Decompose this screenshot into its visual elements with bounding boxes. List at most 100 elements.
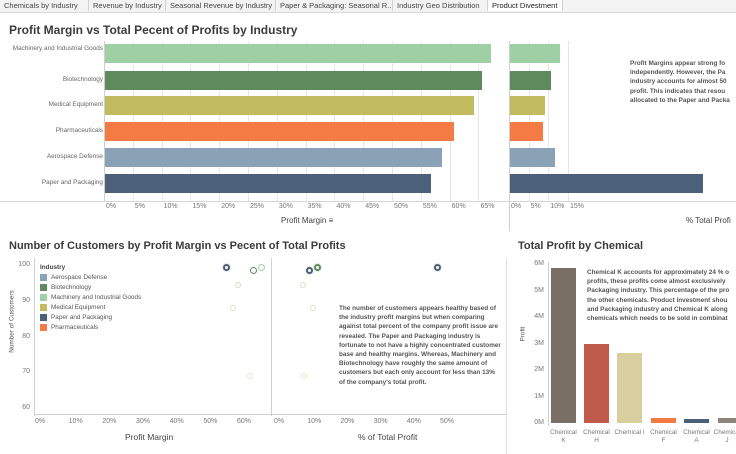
scatter-x2-tick-label: 10% (307, 418, 322, 425)
top-chart-title: Profit Margin vs Total Pecent of Profits… (9, 23, 298, 37)
chemical-bar[interactable] (584, 343, 609, 423)
chemical-bar[interactable] (684, 418, 709, 423)
chemical-bar[interactable] (651, 418, 676, 423)
margin-axis-line (104, 41, 105, 201)
scatter-x2-tick-label: 30% (373, 418, 388, 425)
category-label: Biotechnology (62, 76, 103, 83)
scatter-point[interactable] (229, 304, 236, 311)
margin-bar[interactable] (105, 122, 454, 141)
scatter-point[interactable] (235, 281, 241, 288)
tab-industry-geo-distribution[interactable]: Industry Geo Distribution (393, 0, 488, 11)
margin-bar[interactable] (105, 44, 491, 63)
chemical-y-tick-label: 5M (534, 286, 544, 294)
margin-gridline (132, 41, 134, 201)
margin-gridline (478, 41, 480, 201)
margin-gridline (392, 41, 394, 201)
margin-tick-label: 60% (451, 203, 466, 210)
scatter-y-axis-line (34, 258, 35, 416)
legend-item[interactable]: Paper and Packaging (40, 314, 112, 321)
tab-revenue-by-industry[interactable]: Revenue by Industry (89, 0, 166, 11)
legend-label: Medical Equipment (51, 304, 106, 312)
margin-tick-label: 55% (422, 203, 437, 210)
tab-seasonal-revenue[interactable]: Seasonal Revenue by Industry (166, 0, 276, 11)
top-axis-divider (0, 201, 736, 202)
legend-item[interactable]: Pharmaceuticals (40, 324, 98, 331)
chemical-bar[interactable] (718, 418, 736, 423)
margin-tick-label: 35% (307, 203, 322, 210)
scatter-x1-tick-label: 40% (169, 418, 184, 425)
total-profit-tick-label: 10% (550, 203, 565, 210)
total-profit-tick-label: 15% (570, 203, 585, 210)
total-profit-bar[interactable] (510, 71, 551, 90)
chemical-y-tick-label: 6M (534, 260, 544, 267)
scatter-x2-tick-label: 50% (440, 418, 455, 425)
top-annotation: Profit Margins appear strong fo independ… (630, 60, 730, 104)
scatter-y-tick-label: 80 (22, 332, 30, 340)
sort-icon[interactable]: ≡ (328, 216, 334, 225)
scatter-point[interactable] (246, 372, 253, 379)
legend-swatch (40, 284, 47, 291)
scatter-point[interactable] (434, 264, 442, 271)
scatter-point[interactable] (301, 372, 308, 379)
margin-gridline (248, 41, 250, 201)
chemical-annotation: Chemical K accounts for approximately 24… (587, 268, 736, 324)
legend-item[interactable]: Medical Equipment (40, 304, 105, 311)
chemical-label-bottom: K (561, 437, 566, 444)
margin-gridline (334, 41, 336, 201)
margin-bar[interactable] (105, 71, 483, 90)
scatter-x2-title: % of Total Profit (358, 432, 418, 442)
total-profit-bar[interactable] (510, 148, 556, 167)
total-profit-bar[interactable] (510, 174, 703, 193)
tab-chemicals-by-industry[interactable]: Chemicals by Industry (0, 0, 89, 11)
legend-swatch (40, 324, 47, 331)
margin-bar[interactable] (105, 96, 474, 115)
scatter-point[interactable] (249, 266, 257, 274)
total-profit-gridline (548, 41, 550, 201)
scatter-x1-tick-label: 60% (237, 418, 252, 425)
legend-item[interactable]: Aerospace Defense (40, 274, 107, 281)
scatter-point[interactable] (313, 264, 321, 271)
chemical-label-top: Chemical (650, 429, 677, 436)
scatter-x1-tick-label: 30% (136, 418, 151, 425)
scatter-x1-tick-label: 0% (35, 418, 46, 425)
chemical-y-tick-label: 0M (534, 419, 544, 426)
category-label: Medical Equipment (48, 101, 103, 108)
legend-swatch (40, 274, 47, 281)
chemical-label-bottom: J (725, 437, 729, 444)
total-profit-tick-label: 5% (530, 203, 541, 210)
scatter-x1-tick-label: 20% (102, 418, 117, 425)
legend-title: Industry (40, 264, 66, 271)
chemical-label-top: Chemical (550, 429, 577, 436)
total-profit-axis-title: % Total Profi (686, 216, 731, 225)
scatter-point[interactable] (300, 281, 307, 288)
tab-paper-packaging-seasonal[interactable]: Paper & Packaging: Seasonal R... (276, 0, 393, 11)
tab-product-divestment[interactable]: Product Divestment (488, 0, 563, 11)
margin-tick-label: 25% (250, 203, 265, 210)
legend-swatch (40, 304, 47, 311)
scatter-point[interactable] (258, 264, 266, 271)
scatter-x2-tick-label: 40% (406, 418, 421, 425)
chemical-bar[interactable] (617, 352, 642, 423)
scatter-y-tick-label: 70 (22, 368, 30, 376)
total-profit-bar[interactable] (510, 122, 544, 141)
chemical-label-top: Chemical (583, 429, 610, 436)
legend-label: Pharmaceuticals (51, 324, 99, 332)
margin-axis-title[interactable]: Profit Margin ≡ (281, 216, 334, 225)
scatter-point[interactable] (310, 304, 317, 311)
legend-item[interactable]: Biotechnology (40, 284, 91, 291)
total-profit-bar[interactable] (510, 96, 546, 115)
scatter-point[interactable] (222, 264, 230, 271)
scatter-x2-tick-label: 20% (340, 418, 355, 425)
margin-tick-label: 15% (192, 203, 207, 210)
margin-bar[interactable] (105, 174, 431, 193)
chemical-bar[interactable] (551, 267, 576, 423)
dashboard-tab-bar: Chemicals by Industry Revenue by Industr… (0, 0, 736, 13)
margin-gridline (420, 41, 422, 201)
legend-item[interactable]: Machinery and Industrial Goods (40, 294, 141, 301)
chemical-x-label: Chemical A (678, 429, 715, 445)
margin-tick-label: 50% (394, 203, 409, 210)
margin-bar[interactable] (105, 148, 443, 167)
total-profit-bar[interactable] (510, 44, 560, 63)
scatter-point[interactable] (305, 266, 313, 274)
category-label: Pharmaceuticals (55, 127, 103, 134)
